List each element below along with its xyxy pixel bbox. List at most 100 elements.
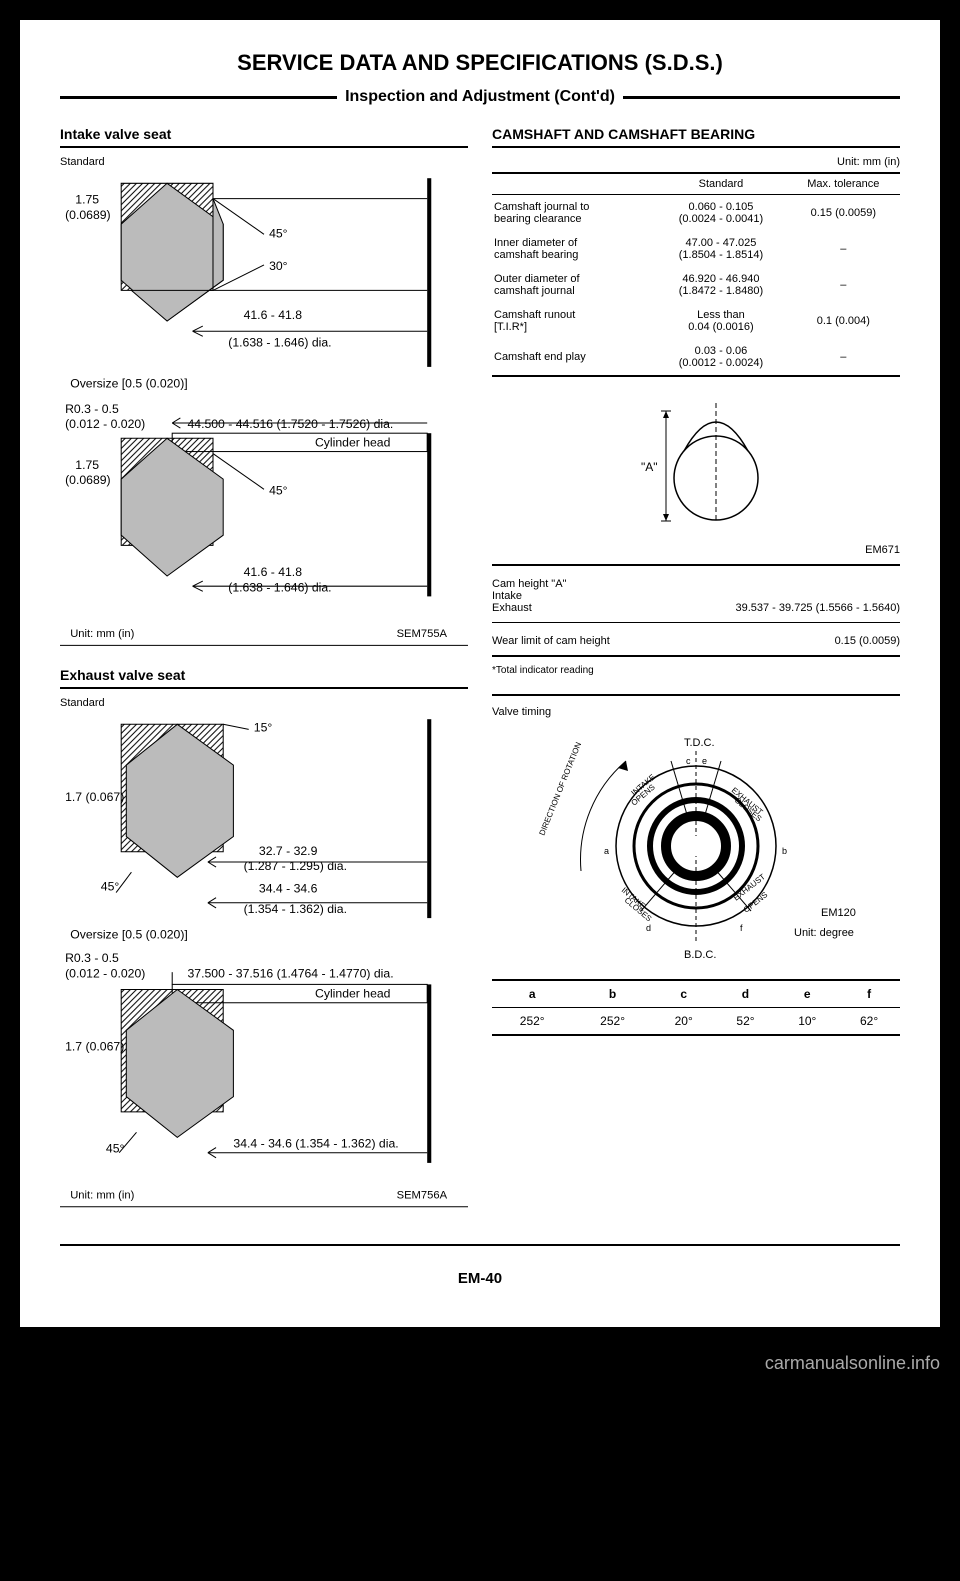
svg-text:DIRECTION OF ROTATION: DIRECTION OF ROTATION [538, 741, 584, 837]
camshaft-table: Standard Max. tolerance Camshaft journal… [492, 172, 900, 377]
svg-text:(0.012 - 0.020): (0.012 - 0.020) [65, 417, 145, 431]
svg-text:(0.0689): (0.0689) [65, 473, 111, 487]
svg-text:B.D.C.: B.D.C. [684, 949, 716, 961]
exhaust-rule [60, 687, 468, 689]
svg-text:(0.012 - 0.020): (0.012 - 0.020) [65, 966, 145, 980]
vt-v: 20° [653, 1008, 715, 1036]
row-tol: 0.1 (0.004) [787, 303, 900, 339]
vt-v: 62° [838, 1008, 900, 1036]
svg-text:Cylinder head: Cylinder head [315, 435, 391, 449]
camshaft-heading: CAMSHAFT AND CAMSHAFT BEARING [492, 126, 900, 142]
svg-text:(1.354 - 1.362) dia.: (1.354 - 1.362) dia. [244, 902, 347, 916]
svg-text:15°: 15° [254, 720, 273, 734]
svg-text:1.7 (0.067): 1.7 (0.067) [65, 1039, 124, 1053]
vt-v: 252° [492, 1008, 572, 1036]
intake-figure: 1.75 (0.0689) 45° 30° 41.6 - 41.8 (1.638… [60, 168, 468, 663]
wear-limit-value: 0.15 (0.0059) [835, 635, 900, 647]
vt-h: f [838, 980, 900, 1008]
svg-text:d: d [646, 923, 651, 933]
svg-text:(1.287 - 1.295) dia.: (1.287 - 1.295) dia. [244, 859, 347, 873]
cam-height-value: 39.537 - 39.725 (1.5566 - 1.5640) [735, 602, 900, 614]
page-number: EM-40 [60, 1270, 900, 1287]
svg-text:1.75: 1.75 [75, 458, 99, 472]
row-tol: – [787, 267, 900, 303]
svg-text:R0.3 - 0.5: R0.3 - 0.5 [65, 951, 119, 965]
wear-limit-label: Wear limit of cam height [492, 635, 610, 647]
vt-h: c [653, 980, 715, 1008]
cam-height-block: Cam height "A" Intake Exhaust 39.537 - 3… [492, 574, 900, 618]
vt-h: b [572, 980, 652, 1008]
cam-diagram: "A" [492, 393, 900, 538]
svg-text:30°: 30° [269, 259, 288, 273]
svg-text:SEM756A: SEM756A [397, 1189, 448, 1201]
svg-text:45°: 45° [269, 483, 288, 497]
row-tol: – [787, 231, 900, 267]
svg-text:"A": "A" [641, 460, 658, 474]
col-tolerance: Max. tolerance [787, 173, 900, 195]
left-column: Intake valve seat Standard [60, 122, 468, 1224]
intake-standard-label: Standard [60, 156, 468, 168]
valve-timing-label: Valve timing [492, 706, 900, 718]
subtitle-divider: Inspection and Adjustment (Cont'd) [60, 88, 900, 106]
camshaft-unit: Unit: mm (in) [492, 156, 900, 168]
svg-text:1.75: 1.75 [75, 193, 99, 207]
watermark: carmanualsonline.info [0, 1347, 960, 1394]
svg-text:EM120: EM120 [821, 907, 856, 919]
cam-height-bot-rule [492, 655, 900, 657]
vt-top-rule [492, 694, 900, 696]
svg-text:a: a [604, 846, 609, 856]
exhaust-heading: Exhaust valve seat [60, 667, 468, 683]
row-std: Less than 0.04 (0.0016) [655, 303, 787, 339]
tir-footnote: *Total indicator reading [492, 665, 900, 676]
vt-h: a [492, 980, 572, 1008]
svg-text:f: f [740, 923, 743, 933]
svg-text:1.7 (0.067): 1.7 (0.067) [65, 789, 124, 803]
cam-diagram-id: EM671 [492, 544, 900, 556]
row-std: 0.060 - 0.105 (0.0024 - 0.0041) [655, 195, 787, 232]
svg-text:Unit: mm (in): Unit: mm (in) [70, 1189, 134, 1201]
svg-text:34.4 - 34.6 (1.354 - 1.362) di: 34.4 - 34.6 (1.354 - 1.362) dia. [233, 1136, 398, 1150]
row-std: 47.00 - 47.025 (1.8504 - 1.8514) [655, 231, 787, 267]
cam-height-top-rule [492, 564, 900, 566]
subtitle: Inspection and Adjustment (Cont'd) [337, 88, 623, 106]
page: SERVICE DATA AND SPECIFICATIONS (S.D.S.)… [20, 20, 940, 1327]
columns: Intake valve seat Standard [60, 122, 900, 1224]
svg-text:41.6 - 41.8: 41.6 - 41.8 [244, 308, 303, 322]
svg-text:Unit: mm (in): Unit: mm (in) [70, 628, 134, 640]
svg-text:(1.638 - 1.646) dia.: (1.638 - 1.646) dia. [228, 580, 331, 594]
vt-v: 10° [776, 1008, 838, 1036]
svg-text:(0.0689): (0.0689) [65, 208, 111, 222]
row-std: 0.03 - 0.06 (0.0012 - 0.0024) [655, 339, 787, 376]
exhaust-standard-label: Standard [60, 697, 468, 709]
svg-text:T.D.C.: T.D.C. [684, 737, 715, 749]
right-column: CAMSHAFT AND CAMSHAFT BEARING Unit: mm (… [492, 122, 900, 1224]
row-label: Inner diameter of camshaft bearing [492, 231, 655, 267]
svg-text:Oversize [0.5 (0.020)]: Oversize [0.5 (0.020)] [70, 927, 188, 941]
vt-h: d [715, 980, 777, 1008]
row-label: Camshaft journal to bearing clearance [492, 195, 655, 232]
row-label: Camshaft end play [492, 339, 655, 376]
exhaust-figure: 15° 1.7 (0.067) 45° 32.7 - 32.9 (1.287 -… [60, 709, 468, 1224]
intake-oversize-label: Oversize [0.5 (0.020)] [70, 376, 188, 390]
svg-text:45°: 45° [106, 1141, 125, 1155]
intake-rule [60, 146, 468, 148]
svg-text:41.6 - 41.8: 41.6 - 41.8 [244, 565, 303, 579]
svg-text:34.4 - 34.6: 34.4 - 34.6 [259, 881, 318, 895]
divider-right [623, 96, 900, 99]
row-label: Outer diameter of camshaft journal [492, 267, 655, 303]
svg-text:Unit: degree: Unit: degree [794, 927, 854, 939]
camshaft-rule [492, 146, 900, 148]
row-std: 46.920 - 46.940 (1.8472 - 1.8480) [655, 267, 787, 303]
svg-text:c: c [686, 756, 691, 766]
vt-v: 252° [572, 1008, 652, 1036]
col-standard: Standard [655, 173, 787, 195]
valve-timing-table: a b c d e f 252° 252° 20° 52° 10° 62° [492, 979, 900, 1036]
cam-height-mid-rule [492, 622, 900, 623]
svg-text:b: b [782, 846, 787, 856]
svg-text:e: e [702, 756, 707, 766]
svg-text:Cylinder head: Cylinder head [315, 986, 391, 1000]
page-title: SERVICE DATA AND SPECIFICATIONS (S.D.S.) [60, 50, 900, 76]
wear-limit-block: Wear limit of cam height 0.15 (0.0059) [492, 631, 900, 651]
svg-text:44.500 - 44.516 (1.7520 - 1.75: 44.500 - 44.516 (1.7520 - 1.7526) dia. [187, 417, 393, 431]
cam-height-label: Cam height "A" Intake Exhaust [492, 578, 566, 614]
